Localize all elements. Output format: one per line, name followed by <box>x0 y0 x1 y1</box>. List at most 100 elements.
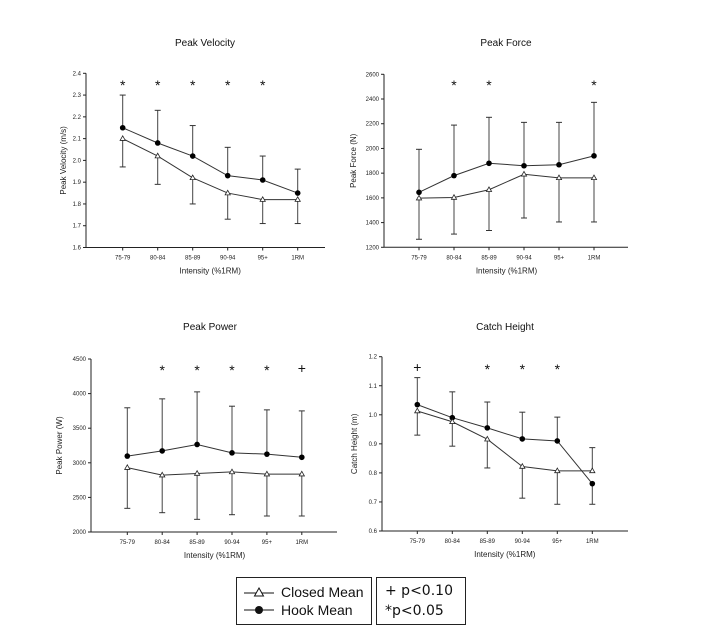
chart-title: Peak Force <box>480 38 532 49</box>
chart-title: Catch Height <box>476 322 534 333</box>
x-tick-label: 90-94 <box>516 255 532 261</box>
closed-mean-point <box>189 174 196 181</box>
chart-peak-velocity: Peak Velocity 1.6 1.7 1.8 1.9 2.0 2.1 2.2 2.3 2.4… <box>59 38 325 276</box>
chart-catch-height: Catch Height 0.6 0.7 0.8 0.9 1.0 1.1 1.2 75-79 80… <box>350 322 628 559</box>
significance-star: * <box>520 361 526 377</box>
hook-mean-line <box>127 443 302 458</box>
legend-item-closed: Closed Mean <box>243 584 364 600</box>
y-tick-label: 2.3 <box>73 93 82 99</box>
hook-mean-line <box>418 155 595 193</box>
x-tick-label: 85-89 <box>480 539 496 545</box>
x-tick-label: 75-79 <box>411 255 427 261</box>
y-tick-label: 2500 <box>73 495 87 501</box>
open-triangle-icon <box>244 586 274 597</box>
hook-mean-point <box>224 172 231 179</box>
x-tick-label: 80-84 <box>150 256 166 262</box>
significance-star: * <box>264 362 270 378</box>
x-tick-label: 75-79 <box>410 539 426 545</box>
series-legend: Closed Mean Hook Mean <box>236 577 372 625</box>
y-tick-label: 4500 <box>73 357 87 363</box>
hook-mean-point <box>189 153 196 159</box>
hook-mean-point <box>416 189 422 196</box>
significance-star: * <box>225 77 231 93</box>
y-tick-label: 2.2 <box>73 115 82 121</box>
hook-mean-point <box>591 153 597 159</box>
y-axis-title: Catch Height (m) <box>350 413 359 474</box>
y-tick-label: 0.8 <box>369 471 378 477</box>
y-tick-label: 0.6 <box>369 529 378 535</box>
y-axis-title: Peak Velocity (m/s) <box>59 126 68 195</box>
x-tick-label: 85-89 <box>189 540 205 546</box>
closed-mean-line <box>418 173 594 199</box>
significance-star: * <box>190 77 196 93</box>
x-axis-title: Intensity (%1RM) <box>184 551 246 560</box>
x-tick-label: 75-79 <box>120 540 136 546</box>
y-tick-label: 1.6 <box>73 246 82 252</box>
x-tick-label: 90-94 <box>224 540 240 546</box>
y-axis-title: Peak Power (W) <box>55 416 64 475</box>
x-axis-title: Intensity (%1RM) <box>474 550 536 559</box>
legend-item-hook: Hook Mean <box>243 602 353 618</box>
closed-mean-point <box>228 468 236 475</box>
significance-legend: + p<0.10 *p<0.05 <box>376 577 466 625</box>
x-tick-label: 1RM <box>295 540 308 546</box>
y-tick-label: 1.0 <box>369 413 378 419</box>
closed-mean-point <box>450 193 458 200</box>
chart-title: Peak Velocity <box>175 38 235 49</box>
hook-mean-point <box>159 448 165 454</box>
x-tick-label: 75-79 <box>115 256 131 262</box>
y-tick-label: 0.9 <box>369 442 378 448</box>
x-tick-label: 95+ <box>552 539 563 545</box>
x-tick-label: 95+ <box>262 540 273 546</box>
significance-star: * <box>229 362 235 378</box>
closed-mean-point <box>589 467 596 474</box>
significance-star: * <box>555 361 561 377</box>
significance-star: * <box>486 77 492 93</box>
y-tick-label: 1200 <box>366 245 380 251</box>
closed-mean-point <box>554 467 561 474</box>
hook-mean-point <box>519 436 526 442</box>
hook-mean-line <box>417 404 593 484</box>
closed-mean-point <box>414 407 421 414</box>
hook-mean-point <box>451 172 457 179</box>
hook-mean-point <box>154 140 161 146</box>
hook-mean-point <box>556 161 562 168</box>
closed-mean-point <box>555 174 563 181</box>
x-tick-label: 95+ <box>554 255 565 261</box>
closed-mean-point <box>485 186 493 192</box>
closed-mean-point <box>259 195 266 202</box>
hook-mean-point <box>119 124 126 131</box>
hook-mean-point <box>414 401 421 408</box>
hook-mean-point <box>194 441 200 448</box>
y-tick-label: 2200 <box>366 122 380 128</box>
significance-star: * <box>485 361 491 377</box>
closed-mean-line <box>122 138 298 201</box>
y-tick-label: 1.7 <box>73 224 82 230</box>
y-axis-title: Peak Force (N) <box>349 133 358 188</box>
significance-star: * <box>159 362 165 378</box>
x-axis-title: Intensity (%1RM) <box>180 267 242 276</box>
y-tick-label: 1600 <box>366 196 380 202</box>
closed-mean-point <box>224 189 231 196</box>
hook-mean-point <box>449 414 456 421</box>
chart-title: Peak Power <box>183 322 238 333</box>
x-tick-label: 80-84 <box>445 539 461 545</box>
y-tick-label: 3500 <box>73 426 87 432</box>
x-tick-label: 90-94 <box>515 539 531 545</box>
closed-mean-point <box>484 435 491 442</box>
significance-star: * <box>194 362 200 378</box>
hook-mean-point <box>589 480 596 487</box>
x-tick-label: 85-89 <box>185 256 201 262</box>
hook-mean-point <box>486 160 492 167</box>
significance-star: * <box>260 77 266 93</box>
x-axis-title: Intensity (%1RM) <box>476 266 538 275</box>
hook-mean-point <box>299 454 305 461</box>
x-tick-label: 80-84 <box>155 540 171 546</box>
y-tick-label: 1400 <box>366 221 380 227</box>
significance-star: *p<0.05 <box>385 603 444 619</box>
closed-mean-point <box>119 135 126 141</box>
closed-mean-point <box>154 152 161 159</box>
significance-plus: + <box>413 359 421 375</box>
hook-mean-point <box>484 425 491 431</box>
